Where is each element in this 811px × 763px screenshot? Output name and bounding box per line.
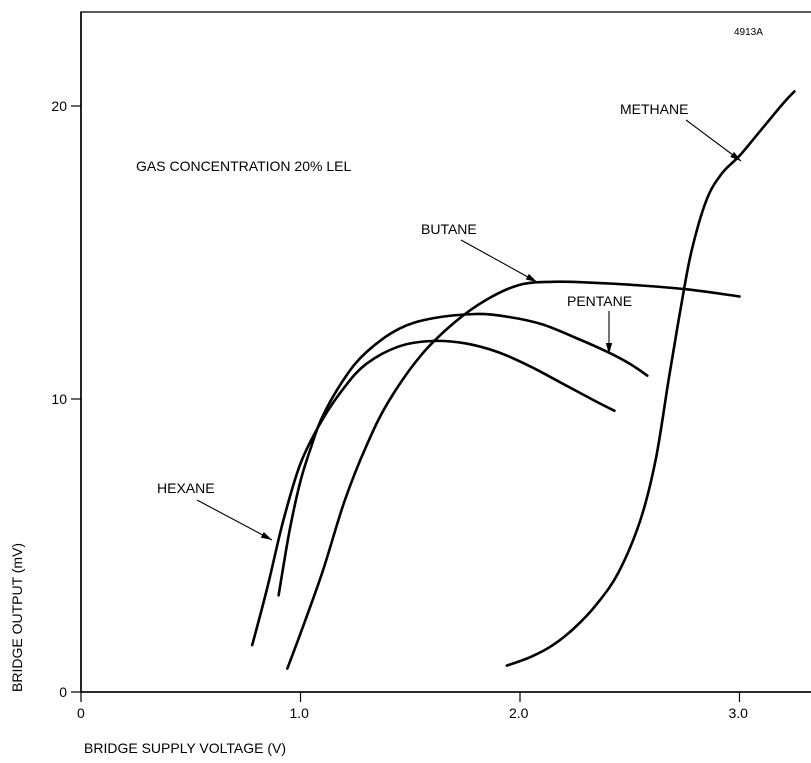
x-axis-title: BRIDGE SUPPLY VOLTAGE (V) [84,740,286,756]
figure-id: 4913A [734,27,763,38]
plot-frame [80,11,811,693]
y-tick-label: 10 [51,391,67,407]
series-line-butane [286,280,741,670]
arrowhead-butane [525,273,537,282]
label-methane: METHANE [620,101,688,117]
leader-line-methane [685,119,742,162]
leader-line-hexane [196,499,273,541]
arrowhead-methane [730,151,741,161]
leader-line-butane [460,239,538,283]
series-line-methane [505,90,796,667]
label-hexane: HEXANE [157,480,215,496]
label-butane: BUTANE [421,221,477,237]
leader-arrows [196,119,742,541]
y-tick-label: 0 [59,684,67,700]
label-pentane: PENTANE [567,293,632,309]
y-tick-label: 20 [51,98,67,114]
curves [250,90,796,670]
x-tick-label: 0 [77,705,85,721]
series-line-pentane [277,312,649,597]
arrowhead-pentane [605,343,613,354]
y-axis-title: BRIDGE OUTPUT (mV) [9,543,25,692]
x-tick-label: 3.0 [729,705,749,721]
x-tick-label: 2.0 [509,705,529,721]
x-tick-label: 1.0 [290,705,310,721]
annotation-gas-concentration: GAS CONCENTRATION 20% LEL [136,158,351,174]
ticks: 0 1.0 2.0 3.0 0 10 20 [51,98,748,721]
series-line-hexane [250,339,616,647]
arrowhead-hexane [260,532,272,540]
